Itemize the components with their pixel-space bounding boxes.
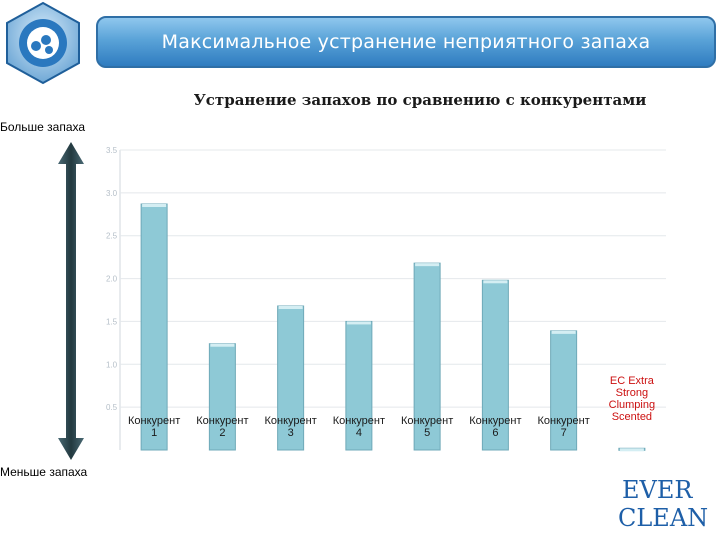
y-tick-label: 1.0	[106, 360, 118, 369]
category-label: Конкурент 4	[333, 415, 385, 439]
everclean-logo: EVER CLEAN	[618, 476, 708, 530]
bar-highlight	[210, 343, 235, 347]
category-label: Конкурент 7	[537, 415, 589, 439]
bar-chart: 0.51.01.52.02.53.03.5 Конкурент 1Конкурен…	[106, 146, 666, 452]
category-label: Конкурент 5	[401, 415, 453, 439]
y-tick-label: 1.5	[106, 317, 118, 326]
category-label: Конкурент 3	[264, 415, 316, 439]
y-tick-label: 2.5	[106, 232, 118, 241]
y-tick-label: 3.0	[106, 189, 118, 198]
chart-title: Устранение запахов по сравнению с конкур…	[193, 91, 647, 109]
y-tick-label: 2.0	[106, 275, 118, 284]
bar-highlight	[483, 280, 508, 284]
bar	[413, 262, 441, 451]
grid	[119, 149, 666, 450]
bar-highlight	[278, 306, 303, 309]
brand-emblem-icon	[6, 1, 80, 85]
more-odor-label: Больше запаха	[0, 120, 86, 134]
bar-highlight	[415, 263, 440, 267]
bar	[481, 279, 509, 451]
category-label: Конкурент 2	[196, 415, 248, 439]
page-title: Максимальное устранение неприятного запа…	[161, 31, 651, 53]
bar-highlight	[346, 321, 371, 325]
category-label: Конкурент 6	[469, 415, 521, 439]
bar	[277, 305, 305, 451]
bar	[345, 320, 373, 451]
double-arrow-icon	[58, 142, 84, 460]
less-odor-label: Меньше запаха	[0, 465, 88, 479]
bar-highlight	[551, 330, 576, 334]
bar	[208, 343, 236, 451]
y-tick-label: 0.5	[106, 403, 118, 412]
bar-highlight	[142, 204, 167, 207]
y-axis-ticks: 0.5 1.0 1.5 2.0 2.5 3.0 3.5	[106, 146, 118, 412]
category-label: EC Extra Strong Clumping Scented	[609, 375, 655, 423]
bar	[140, 203, 168, 451]
category-labels: Конкурент 1 Конкурент 2 Конкурент 3 Конкурент 4…	[128, 375, 655, 439]
brand-line2: CLEAN	[618, 504, 708, 530]
y-tick-label: 3.5	[106, 146, 118, 155]
category-label: Конкурент 1	[128, 415, 180, 439]
title-banner: Максимальное устранение неприятного запа…	[96, 16, 716, 68]
bar-highlight	[619, 448, 644, 452]
brand-line1: EVER	[622, 476, 693, 504]
bars	[140, 203, 646, 452]
